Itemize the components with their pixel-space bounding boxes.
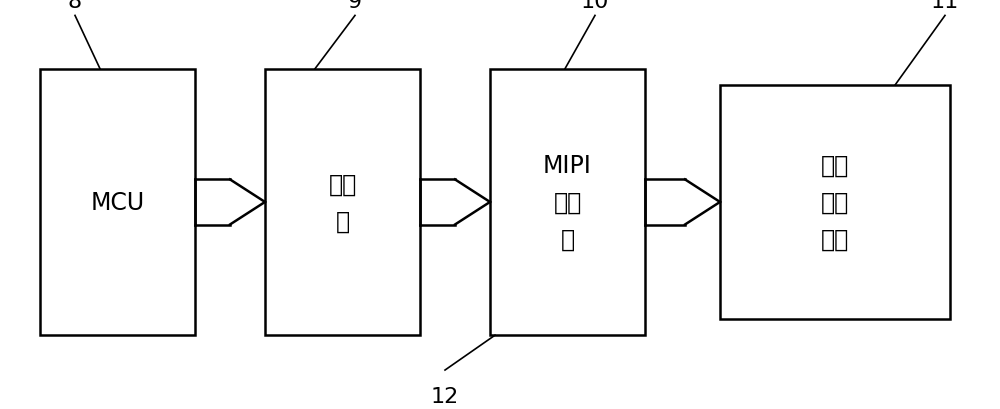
Text: 液晶: 液晶 [821, 154, 849, 178]
Text: 板: 板 [335, 209, 350, 233]
Text: MIPI: MIPI [543, 154, 592, 178]
Text: 11: 11 [931, 0, 959, 12]
Bar [265, 70, 420, 335]
Text: 控制: 控制 [328, 172, 357, 196]
Bar [40, 70, 195, 335]
Text: 8: 8 [68, 0, 82, 12]
Bar [720, 86, 950, 319]
Text: 信号: 信号 [553, 191, 582, 214]
Text: 10: 10 [581, 0, 609, 12]
Text: 板: 板 [560, 227, 575, 251]
Bar [490, 70, 645, 335]
Text: 显示: 显示 [821, 191, 849, 214]
Text: 模组: 模组 [821, 227, 849, 251]
Text: 12: 12 [431, 387, 459, 407]
Text: 9: 9 [348, 0, 362, 12]
Text: MCU: MCU [90, 191, 145, 214]
